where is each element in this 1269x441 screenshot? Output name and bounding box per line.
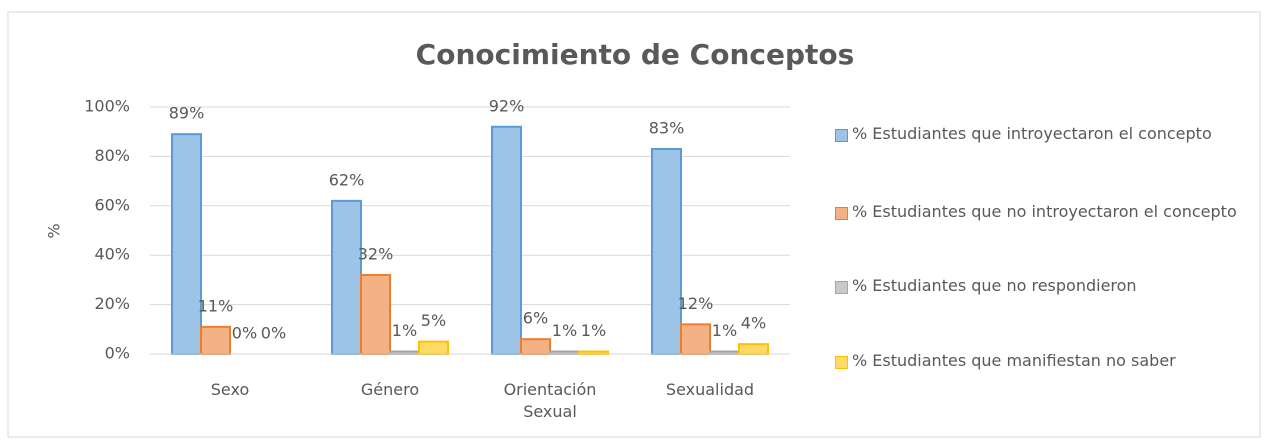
legend-label: % Estudiantes que manifiestan no saber [852, 351, 1176, 370]
bar [520, 338, 551, 355]
bar [331, 199, 362, 355]
bar [680, 323, 711, 355]
data-label: 1% [581, 321, 606, 340]
data-label: 0% [261, 324, 286, 343]
bar [491, 125, 522, 356]
legend-label: % Estudiantes que no respondieron [852, 276, 1137, 295]
data-label: 4% [741, 314, 766, 333]
y-tick-label: 0% [105, 344, 130, 363]
y-tick-label: 20% [94, 294, 130, 313]
legend-swatch [835, 207, 848, 220]
y-tick-label: 100% [84, 97, 130, 116]
data-label: 5% [421, 311, 446, 330]
bar [200, 325, 231, 355]
y-tick-label: 80% [94, 146, 130, 165]
data-label: 1% [712, 321, 737, 340]
data-label: 83% [649, 118, 685, 137]
x-tick-label: Orientación Sexual [503, 380, 597, 421]
data-label: 62% [329, 170, 365, 189]
x-tick-label: Sexualidad [665, 380, 755, 399]
bar [738, 343, 769, 355]
y-axis-label: % [45, 223, 64, 238]
chart-title: Conocimiento de Conceptos [416, 38, 855, 71]
data-label: 1% [552, 321, 577, 340]
data-label: 0% [232, 324, 257, 343]
y-tick-label: 60% [94, 195, 130, 214]
data-label: 32% [358, 244, 394, 263]
chart-border [7, 11, 1261, 438]
legend-swatch [835, 281, 848, 294]
bar [418, 340, 449, 355]
legend-swatch [835, 356, 848, 369]
x-tick-label: Sexo [210, 380, 250, 399]
x-tick-label: Género [360, 380, 420, 399]
legend-label: % Estudiantes que introyectaron el conce… [852, 124, 1212, 143]
data-label: 92% [489, 96, 525, 115]
legend-label: % Estudiantes que no introyectaron el co… [852, 202, 1237, 221]
y-tick-label: 40% [94, 245, 130, 264]
bar [651, 147, 682, 355]
data-label: 6% [523, 309, 548, 328]
bar [171, 133, 202, 355]
legend-swatch [835, 129, 848, 142]
data-label: 89% [169, 104, 205, 123]
data-label: 12% [678, 294, 714, 313]
bar [360, 273, 391, 355]
data-label: 1% [392, 321, 417, 340]
data-label: 11% [198, 296, 234, 315]
